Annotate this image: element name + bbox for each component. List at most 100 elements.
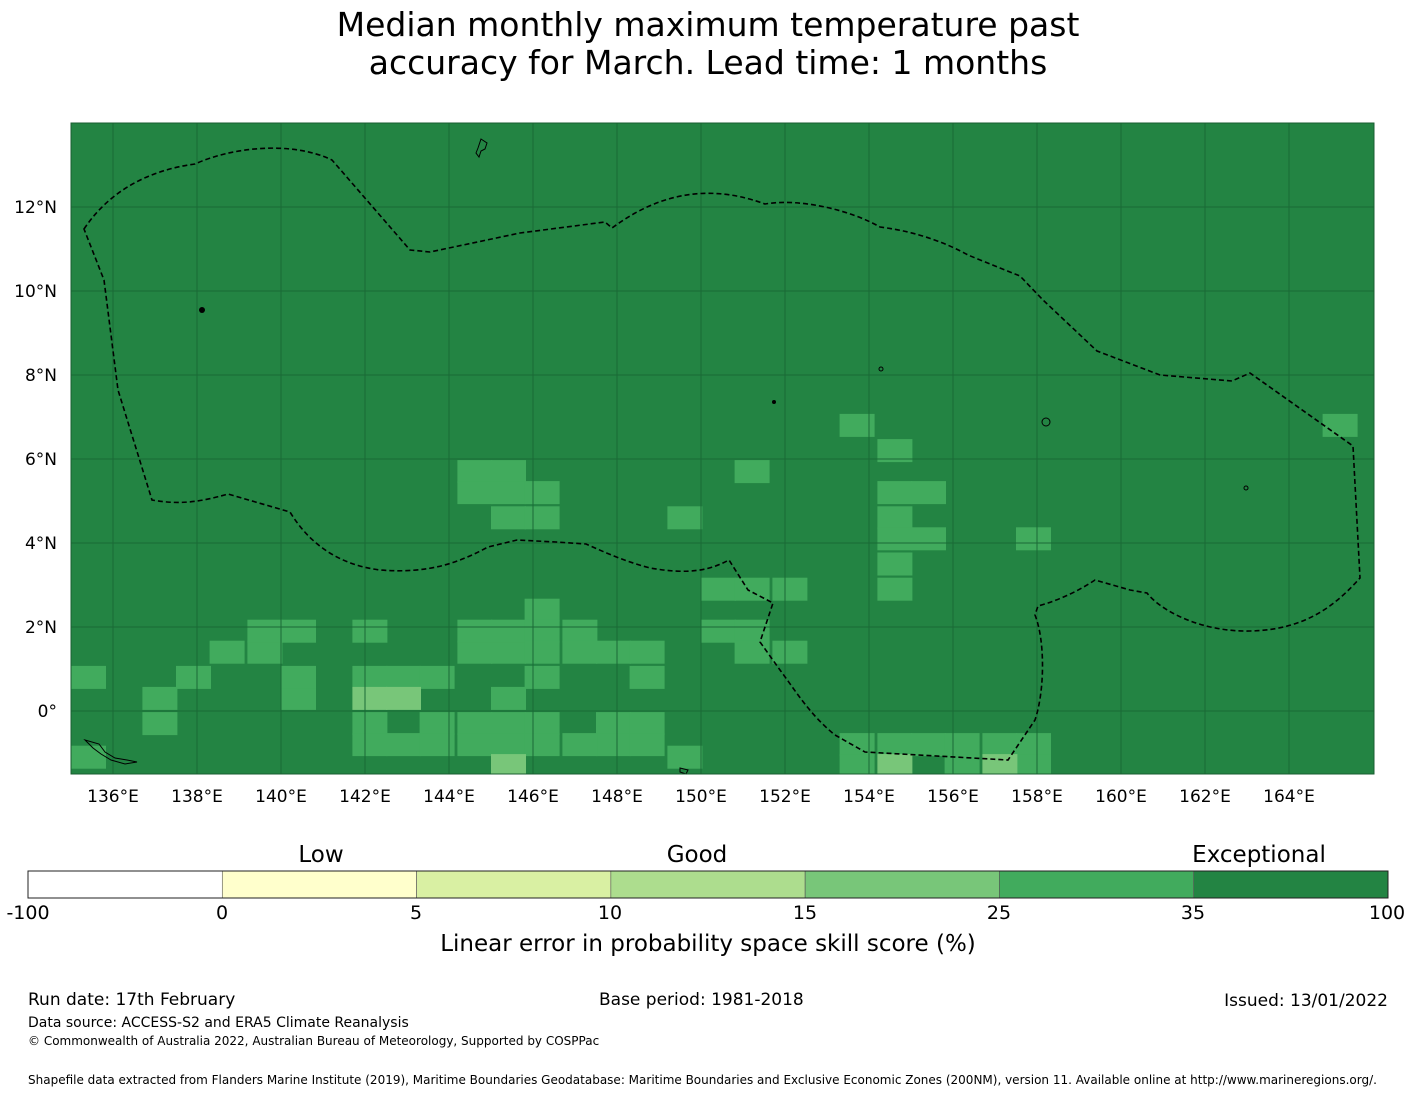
skill-cell: [247, 619, 283, 643]
skill-cell: [142, 712, 178, 736]
issued-date: Issued: 13/01/2022: [1224, 991, 1388, 1011]
skill-cell: [524, 506, 560, 530]
longitude-tick-label: 160°E: [1095, 787, 1147, 807]
skill-cell: [772, 577, 808, 601]
skill-cell: [734, 640, 770, 664]
skill-cell: [524, 481, 560, 505]
skill-cell: [629, 733, 665, 757]
longitude-tick-label: 158°E: [1011, 787, 1063, 807]
skill-cell: [524, 640, 560, 664]
longitude-tick-label: 150°E: [675, 787, 727, 807]
latitude-labels: 12°N 10°N 8°N 6°N 4°N 2°N 0°: [14, 198, 57, 722]
data-source: Data source: ACCESS-S2 and ERA5 Climate …: [28, 1015, 409, 1031]
colorbar-segment: [27, 870, 223, 899]
skill-cell: [911, 481, 946, 505]
skill-cell: [1016, 754, 1051, 774]
skill-cell: [877, 754, 913, 774]
skill-cell: [734, 577, 770, 601]
skill-cell: [352, 665, 388, 689]
colorbar-segment: [610, 870, 806, 899]
skill-cell: [877, 577, 913, 601]
skill-cell: [839, 754, 875, 774]
skill-cell: [982, 733, 1018, 757]
skill-cell: [911, 527, 946, 551]
skill-cell: [877, 439, 913, 463]
shapefile-credit: Shapefile data extracted from Flanders M…: [28, 1073, 1377, 1087]
colorbar-tick: 35: [1180, 902, 1206, 924]
skill-cell: [386, 665, 421, 689]
skill-cell: [524, 619, 560, 643]
title-line-2: accuracy for March. Lead time: 1 months: [368, 43, 1048, 82]
colorbar-segment: [1193, 870, 1389, 899]
colorbar-category-good: Good: [666, 842, 728, 868]
latitude-tick-label: 12°N: [14, 198, 57, 218]
longitude-tick-label: 162°E: [1179, 787, 1231, 807]
skill-cell: [877, 506, 913, 530]
skill-cell: [457, 712, 493, 736]
skill-cell: [281, 665, 316, 689]
longitude-labels: 136°E 138°E 140°E 142°E 144°E 146°E 148°E 150°E…: [87, 787, 1315, 807]
skill-cell: [352, 686, 388, 710]
skill-cell: [524, 665, 560, 689]
map-background: [71, 123, 1374, 774]
skill-cell: [877, 733, 913, 757]
longitude-tick-label: 148°E: [591, 787, 643, 807]
skill-cell: [71, 665, 106, 689]
longitude-tick-label: 142°E: [339, 787, 391, 807]
skill-cell: [982, 754, 1018, 774]
colorbar-tick: 25: [986, 902, 1012, 924]
skill-cell: [491, 481, 526, 505]
island-dot: [878, 366, 884, 372]
longitude-tick-label: 146°E: [507, 787, 559, 807]
skill-cell: [944, 733, 980, 757]
colorbar-segment: [221, 870, 417, 899]
skill-cell: [176, 665, 211, 689]
skill-cell: [352, 712, 388, 736]
colorbar-frame: [27, 870, 1389, 899]
skill-cell: [596, 640, 631, 664]
skill-cell: [247, 640, 283, 664]
island-dot: [199, 307, 205, 313]
skill-cell: [772, 640, 808, 664]
run-date: Run date: 17th February: [28, 990, 236, 1010]
skill-cell: [491, 640, 526, 664]
skill-cell: [71, 745, 106, 769]
skill-cell: [281, 619, 316, 643]
colorbar-segment: [999, 870, 1195, 899]
longitude-tick-label: 156°E: [927, 787, 979, 807]
skill-cell: [491, 686, 526, 710]
colorbar-segment: [804, 870, 1000, 899]
longitude-tick-label: 152°E: [759, 787, 811, 807]
graticule: [71, 123, 1374, 774]
skill-cell: [596, 712, 631, 736]
skill-cell: [1016, 527, 1051, 551]
skill-cell: [457, 733, 493, 757]
skill-cell: [386, 733, 421, 757]
skill-cell: [629, 665, 665, 689]
skill-cell: [457, 460, 493, 484]
skill-cell: [877, 527, 913, 551]
skill-cell: [667, 745, 703, 769]
colorbar-tick: 10: [597, 902, 623, 924]
island-dot: [1041, 417, 1051, 427]
skill-cell: [734, 460, 770, 484]
skill-cell: [209, 640, 245, 664]
skill-cell: [491, 712, 526, 736]
title-line-1: Median monthly maximum temperature past: [336, 5, 1080, 44]
skill-cell: [629, 640, 665, 664]
longitude-tick-label: 140°E: [255, 787, 307, 807]
skill-cell: [491, 619, 526, 643]
skill-cell: [457, 619, 493, 643]
island-dot: [772, 400, 776, 404]
skill-cell: [1322, 413, 1358, 437]
longitude-tick-label: 154°E: [843, 787, 895, 807]
skill-cell: [352, 733, 388, 757]
skill-cell: [524, 712, 560, 736]
skill-cell: [911, 733, 946, 757]
longitude-tick-label: 138°E: [171, 787, 223, 807]
page-title: Median monthly maximum temperature past …: [0, 6, 1416, 82]
colorbar: [27, 870, 1389, 899]
skill-cell: [352, 619, 388, 643]
latitude-tick-label: 10°N: [14, 282, 57, 302]
island-dot: [1243, 485, 1249, 491]
